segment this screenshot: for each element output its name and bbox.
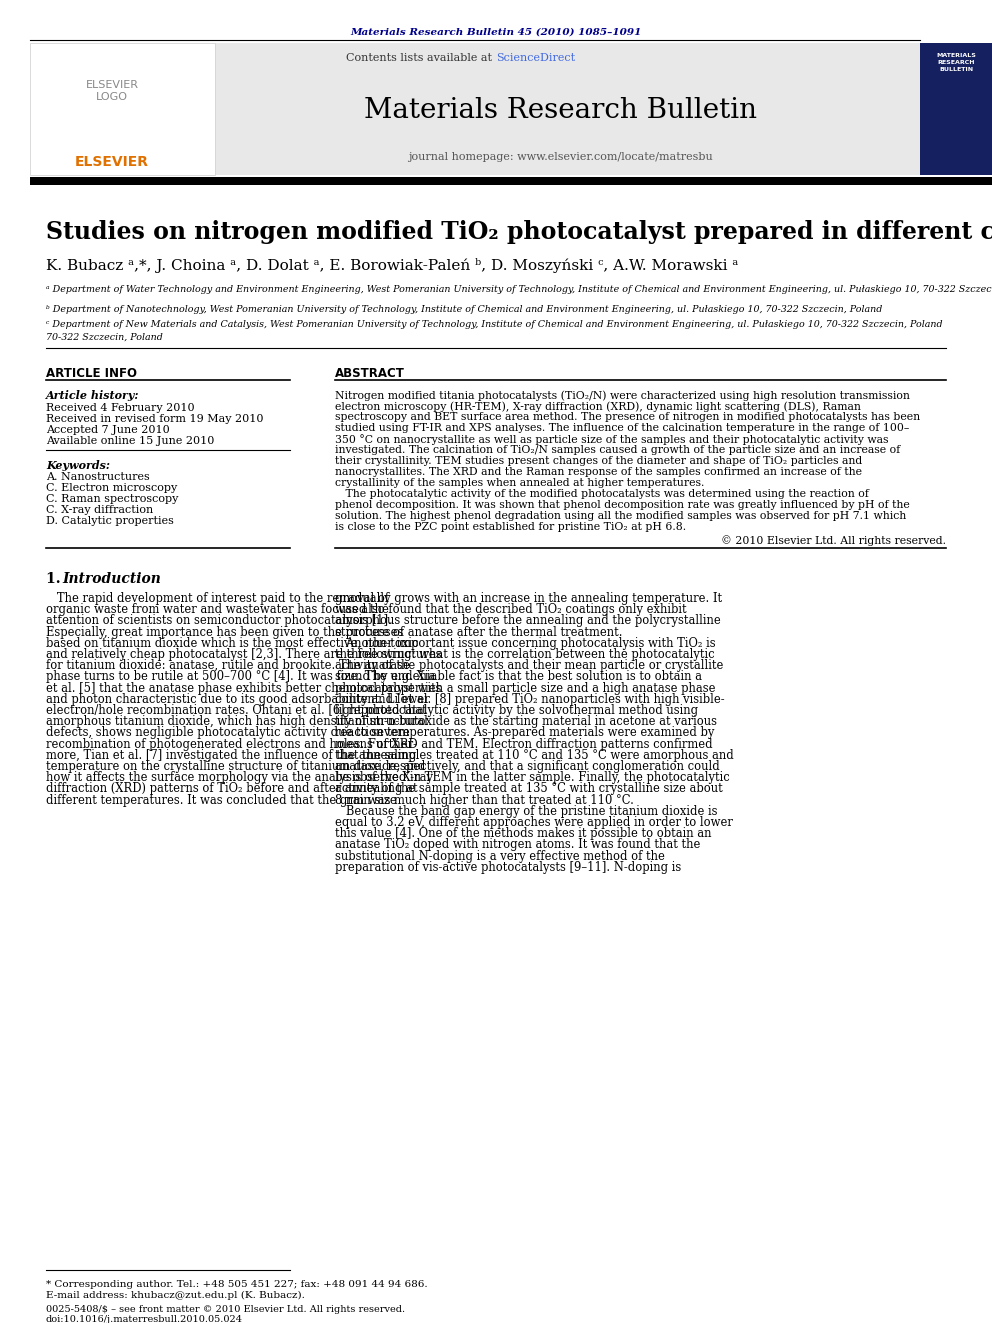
Text: this value [4]. One of the methods makes it possible to obtain an: this value [4]. One of the methods makes… bbox=[335, 827, 711, 840]
Text: Contents lists available at: Contents lists available at bbox=[346, 53, 496, 64]
Text: more, Tian et al. [7] investigated the influence of the annealing: more, Tian et al. [7] investigated the i… bbox=[46, 749, 417, 762]
Text: and photon characteristic due to its good adsorbability and lower: and photon characteristic due to its goo… bbox=[46, 693, 430, 705]
Text: electron microscopy (HR-TEM), X-ray diffraction (XRD), dynamic light scattering : electron microscopy (HR-TEM), X-ray diff… bbox=[335, 401, 861, 411]
Text: size. The undeniable fact is that the best solution is to obtain a: size. The undeniable fact is that the be… bbox=[335, 671, 702, 684]
Text: spectroscopy and BET surface area method. The presence of nitrogen in modified p: spectroscopy and BET surface area method… bbox=[335, 411, 921, 422]
Text: preparation of vis-active photocatalysts [9–11]. N-doping is: preparation of vis-active photocatalysts… bbox=[335, 861, 682, 873]
Text: 350 °C on nanocrystallite as well as particle size of the samples and their phot: 350 °C on nanocrystallite as well as par… bbox=[335, 434, 889, 445]
Text: different temperatures. It was concluded that the grain size: different temperatures. It was concluded… bbox=[46, 794, 397, 807]
Text: phenol decomposition. It was shown that phenol decomposition rate was greatly in: phenol decomposition. It was shown that … bbox=[335, 500, 910, 509]
Text: light photocatalytic activity by the solvothermal method using: light photocatalytic activity by the sol… bbox=[335, 704, 698, 717]
Text: substitutional N-doping is a very effective method of the: substitutional N-doping is a very effect… bbox=[335, 849, 665, 863]
Text: C. Raman spectroscopy: C. Raman spectroscopy bbox=[46, 493, 179, 504]
Text: 8 nm was much higher than that treated at 110 °C.: 8 nm was much higher than that treated a… bbox=[335, 794, 634, 807]
Text: © 2010 Elsevier Ltd. All rights reserved.: © 2010 Elsevier Ltd. All rights reserved… bbox=[721, 534, 946, 546]
Text: The rapid development of interest paid to the removal of: The rapid development of interest paid t… bbox=[46, 591, 389, 605]
Text: Materials Research Bulletin: Materials Research Bulletin bbox=[363, 97, 757, 124]
Text: C. Electron microscopy: C. Electron microscopy bbox=[46, 483, 178, 493]
Text: phase turns to be rutile at 500–700 °C [4]. It was found by e.g. Xia: phase turns to be rutile at 500–700 °C [… bbox=[46, 671, 435, 684]
Text: their crystallinity. TEM studies present changes of the diameter and shape of Ti: their crystallinity. TEM studies present… bbox=[335, 456, 862, 466]
Text: electron/hole recombination rates. Ohtani et al. [6] reported that: electron/hole recombination rates. Ohtan… bbox=[46, 704, 427, 717]
Text: defects, shows negligible photocatalytic activity due to severe: defects, shows negligible photocatalytic… bbox=[46, 726, 410, 740]
Text: ELSEVIER: ELSEVIER bbox=[75, 155, 149, 169]
Text: nanocrystallites. The XRD and the Raman response of the samples confirmed an inc: nanocrystallites. The XRD and the Raman … bbox=[335, 467, 862, 478]
Text: * Corresponding author. Tel.: +48 505 451 227; fax: +48 091 44 94 686.: * Corresponding author. Tel.: +48 505 45… bbox=[46, 1279, 428, 1289]
Text: doi:10.1016/j.materresbull.2010.05.024: doi:10.1016/j.materresbull.2010.05.024 bbox=[46, 1315, 243, 1323]
Text: equal to 3.2 eV, different approaches were applied in order to lower: equal to 3.2 eV, different approaches we… bbox=[335, 816, 733, 830]
Text: activity of the sample treated at 135 °C with crystalline size about: activity of the sample treated at 135 °C… bbox=[335, 782, 723, 795]
Text: Materials Research Bulletin 45 (2010) 1085–1091: Materials Research Bulletin 45 (2010) 10… bbox=[350, 28, 642, 37]
FancyBboxPatch shape bbox=[30, 44, 215, 175]
Text: ELSEVIER
LOGO: ELSEVIER LOGO bbox=[85, 79, 139, 102]
Text: Especially, great importance has been given to the processes: Especially, great importance has been gi… bbox=[46, 626, 404, 639]
Text: ScienceDirect: ScienceDirect bbox=[496, 53, 575, 64]
Text: attention of scientists on semiconductor photocatalysis [1].: attention of scientists on semiconductor… bbox=[46, 614, 392, 627]
Text: reaction temperatures. As-prepared materials were examined by: reaction temperatures. As-prepared mater… bbox=[335, 726, 714, 740]
Text: 70-322 Szczecin, Poland: 70-322 Szczecin, Poland bbox=[46, 333, 163, 343]
Text: D. Catalytic properties: D. Catalytic properties bbox=[46, 516, 174, 527]
Text: MATERIALS
RESEARCH
BULLETIN: MATERIALS RESEARCH BULLETIN bbox=[936, 53, 976, 71]
Text: Another important issue concerning photocatalysis with TiO₂ is: Another important issue concerning photo… bbox=[335, 636, 715, 650]
Text: titanium-n-butoxide as the starting material in acetone at various: titanium-n-butoxide as the starting mate… bbox=[335, 716, 717, 728]
Text: means of XRD and TEM. Electron diffraction patterns confirmed: means of XRD and TEM. Electron diffracti… bbox=[335, 738, 712, 750]
Text: gradually grows with an increase in the annealing temperature. It: gradually grows with an increase in the … bbox=[335, 591, 722, 605]
Text: and relatively cheap photocatalyst [2,3]. There are three structures: and relatively cheap photocatalyst [2,3]… bbox=[46, 648, 441, 662]
Text: E-mail address: khubacz@zut.edu.pl (K. Bubacz).: E-mail address: khubacz@zut.edu.pl (K. B… bbox=[46, 1291, 305, 1301]
Text: recombination of photogenerated electrons and holes. Further-: recombination of photogenerated electron… bbox=[46, 738, 417, 750]
Text: that the samples treated at 110 °C and 135 °C were amorphous and: that the samples treated at 110 °C and 1… bbox=[335, 749, 734, 762]
Text: be observed in TEM in the latter sample. Finally, the photocatalytic: be observed in TEM in the latter sample.… bbox=[335, 771, 730, 785]
Text: temperature on the crystalline structure of titanium dioxide, and: temperature on the crystalline structure… bbox=[46, 759, 426, 773]
FancyBboxPatch shape bbox=[215, 44, 920, 175]
Text: ARTICLE INFO: ARTICLE INFO bbox=[46, 366, 137, 380]
Text: is close to the PZC point established for pristine TiO₂ at pH 6.8.: is close to the PZC point established fo… bbox=[335, 523, 686, 532]
Text: investigated. The calcination of TiO₂/N samples caused a growth of the particle : investigated. The calcination of TiO₂/N … bbox=[335, 445, 901, 455]
Text: Nitrogen modified titania photocatalysts (TiO₂/N) were characterized using high : Nitrogen modified titania photocatalysts… bbox=[335, 390, 910, 401]
Text: crystallinity of the samples when annealed at higher temperatures.: crystallinity of the samples when anneal… bbox=[335, 478, 704, 488]
Text: based on titanium dioxide which is the most effective, non-toxic: based on titanium dioxide which is the m… bbox=[46, 636, 419, 650]
Text: activity of the photocatalysts and their mean particle or crystallite: activity of the photocatalysts and their… bbox=[335, 659, 723, 672]
Text: 1.: 1. bbox=[46, 572, 65, 586]
FancyBboxPatch shape bbox=[30, 177, 992, 185]
Text: anatase TiO₂ doped with nitrogen atoms. It was found that the: anatase TiO₂ doped with nitrogen atoms. … bbox=[335, 839, 700, 852]
Text: structure of anatase after the thermal treatment.: structure of anatase after the thermal t… bbox=[335, 626, 623, 639]
Text: Received 4 February 2010: Received 4 February 2010 bbox=[46, 404, 194, 413]
Text: ᶜ Department of New Materials and Catalysis, West Pomeranian University of Techn: ᶜ Department of New Materials and Cataly… bbox=[46, 320, 942, 329]
FancyBboxPatch shape bbox=[920, 44, 992, 175]
Text: K. Bubacz ᵃ,*, J. Choina ᵃ, D. Dolat ᵃ, E. Borowiak-Paleń ᵇ, D. Moszyński ᶜ, A.W: K. Bubacz ᵃ,*, J. Choina ᵃ, D. Dolat ᵃ, … bbox=[46, 258, 738, 273]
Text: amorphous structure before the annealing and the polycrystalline: amorphous structure before the annealing… bbox=[335, 614, 721, 627]
Text: Received in revised form 19 May 2010: Received in revised form 19 May 2010 bbox=[46, 414, 264, 423]
Text: Studies on nitrogen modified TiO₂ photocatalyst prepared in different conditions: Studies on nitrogen modified TiO₂ photoc… bbox=[46, 220, 992, 243]
Text: journal homepage: www.elsevier.com/locate/matresbu: journal homepage: www.elsevier.com/locat… bbox=[408, 152, 712, 161]
Text: 0025-5408/$ – see front matter © 2010 Elsevier Ltd. All rights reserved.: 0025-5408/$ – see front matter © 2010 El… bbox=[46, 1304, 405, 1314]
Text: anatase, respectively, and that a significant conglomeration could: anatase, respectively, and that a signif… bbox=[335, 759, 720, 773]
Text: Keywords:: Keywords: bbox=[46, 460, 110, 471]
Text: The photocatalytic activity of the modified photocatalysts was determined using : The photocatalytic activity of the modif… bbox=[335, 490, 869, 499]
Text: Available online 15 June 2010: Available online 15 June 2010 bbox=[46, 437, 214, 446]
Text: ᵃ Department of Water Technology and Environment Engineering, West Pomeranian Un: ᵃ Department of Water Technology and Env… bbox=[46, 284, 992, 294]
Text: Accepted 7 June 2010: Accepted 7 June 2010 bbox=[46, 425, 170, 435]
Text: content. Li et al. [8] prepared TiO₂ nanoparticles with high visible-: content. Li et al. [8] prepared TiO₂ nan… bbox=[335, 693, 724, 705]
Text: Introduction: Introduction bbox=[62, 572, 161, 586]
Text: ABSTRACT: ABSTRACT bbox=[335, 366, 405, 380]
Text: for titanium dioxide: anatase, rutile and brookite. The anatase: for titanium dioxide: anatase, rutile an… bbox=[46, 659, 410, 672]
Text: amorphous titanium dioxide, which has high density of structural: amorphous titanium dioxide, which has hi… bbox=[46, 716, 428, 728]
Text: solution. The highest phenol degradation using all the modified samples was obse: solution. The highest phenol degradation… bbox=[335, 511, 907, 521]
Text: organic waste from water and wastewater has focused the: organic waste from water and wastewater … bbox=[46, 603, 389, 617]
Text: ᵇ Department of Nanotechnology, West Pomeranian University of Technology, Instit: ᵇ Department of Nanotechnology, West Pom… bbox=[46, 306, 882, 314]
Text: was also found that the described TiO₂ coatings only exhibit: was also found that the described TiO₂ c… bbox=[335, 603, 686, 617]
Text: how it affects the surface morphology via the analysis of the X-ray: how it affects the surface morphology vi… bbox=[46, 771, 433, 785]
Text: studied using FT-IR and XPS analyses. The influence of the calcination temperatu: studied using FT-IR and XPS analyses. Th… bbox=[335, 423, 910, 433]
Text: the following: what is the correlation between the photocatalytic: the following: what is the correlation b… bbox=[335, 648, 714, 662]
Text: A. Nanostructures: A. Nanostructures bbox=[46, 472, 150, 482]
Text: et al. [5] that the anatase phase exhibits better chemical properties: et al. [5] that the anatase phase exhibi… bbox=[46, 681, 441, 695]
Text: C. X-ray diffraction: C. X-ray diffraction bbox=[46, 505, 153, 515]
Text: photocatalyst with a small particle size and a high anatase phase: photocatalyst with a small particle size… bbox=[335, 681, 715, 695]
Text: Article history:: Article history: bbox=[46, 390, 140, 401]
Text: Because the band gap energy of the pristine titanium dioxide is: Because the band gap energy of the prist… bbox=[335, 804, 717, 818]
Text: diffraction (XRD) patterns of TiO₂ before and after annealing at: diffraction (XRD) patterns of TiO₂ befor… bbox=[46, 782, 418, 795]
